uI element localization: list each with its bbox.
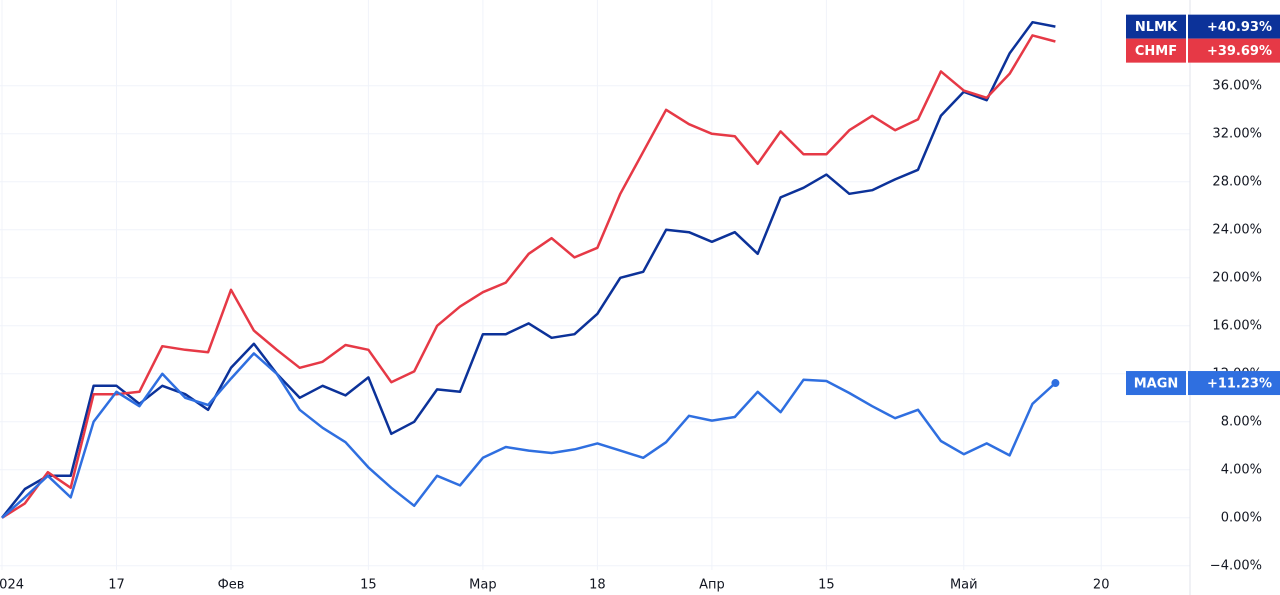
- value-label: +40.93%: [1207, 20, 1272, 35]
- legend-label: NLMK: [1135, 20, 1178, 35]
- x-tick-label: 18: [589, 578, 606, 593]
- legend-label: CHMF: [1135, 44, 1177, 59]
- x-tick-label: 2024: [0, 578, 24, 593]
- value-label: +11.23%: [1207, 377, 1272, 392]
- badge-name-bg: [1126, 14, 1186, 39]
- last-point: [1051, 379, 1060, 388]
- price-badge: NLMK +40.93%: [1126, 14, 1280, 39]
- y-tick-label: 16.00%: [1212, 318, 1262, 333]
- badge-value-bg: [1188, 371, 1280, 396]
- price-badge: MAGN +11.23%: [1126, 371, 1280, 396]
- x-tick-label: 15: [818, 578, 835, 593]
- x-tick-label: Фев: [218, 578, 245, 593]
- y-tick-label: 4.00%: [1221, 462, 1262, 477]
- y-tick-label: 0.00%: [1221, 510, 1262, 525]
- x-tick-label: Апр: [699, 578, 725, 593]
- y-tick-label: 20.00%: [1212, 270, 1262, 285]
- price-badge: CHMF +39.69%: [1126, 38, 1280, 63]
- badge-value-bg: [1188, 38, 1280, 63]
- badge-name-bg: [1126, 371, 1186, 396]
- y-tick-label: 32.00%: [1212, 126, 1262, 141]
- x-tick-label: 17: [108, 578, 125, 593]
- badge-name-bg: [1126, 38, 1186, 63]
- x-tick-label: Май: [950, 578, 978, 593]
- y-tick-label: −4.00%: [1210, 558, 1262, 573]
- x-tick-label: 15: [360, 578, 377, 593]
- badges: NLMK +40.93% CHMF +39.69% MAGN +11.23%: [1126, 14, 1280, 396]
- badge-value-bg: [1188, 14, 1280, 39]
- legend-label: MAGN: [1134, 377, 1179, 392]
- series-line: [1, 352, 1057, 519]
- series-line: [1, 34, 1056, 519]
- x-tick-label: Мар: [469, 578, 496, 593]
- y-tick-label: 24.00%: [1212, 222, 1262, 237]
- value-label: +39.69%: [1207, 44, 1272, 59]
- x-tick-label: 20: [1093, 578, 1110, 593]
- lines: [1, 20, 1060, 519]
- grid: [0, 0, 1190, 570]
- y-tick-label: 36.00%: [1212, 78, 1262, 93]
- y-tick-label: 28.00%: [1212, 174, 1262, 189]
- y-tick-label: 8.00%: [1221, 414, 1262, 429]
